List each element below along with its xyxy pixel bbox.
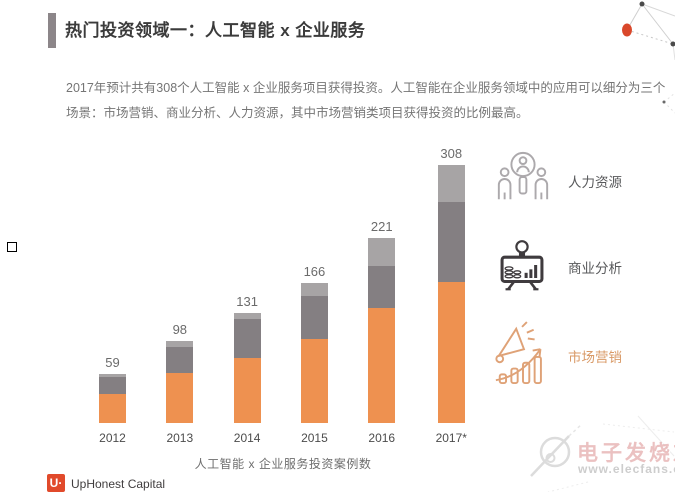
legend-label-analytics: 商业分析 [568,261,622,276]
bar-stack [437,165,465,423]
intro-line-1: 2017年预计共有308个人工智能 x 企业服务项目获得投资。人工智能在企业服务… [66,81,666,95]
bar-group: 98 2013 [166,138,194,447]
analytics-monitor-icon [496,234,548,301]
uphonest-logo-glyph: U· [49,476,63,490]
bar-segment-市场营销 [166,373,194,423]
watermark-url: www.elecfans.com [578,462,675,476]
bar-segment-市场营销 [233,358,261,423]
bar-group: 59 2012 [99,138,126,447]
bar-segment-人力资源 [300,283,328,296]
bar-segment-商业分析 [437,202,465,282]
bar-segment-人力资源 [166,341,194,347]
network-decoration-icon [622,1,675,114]
bar-total-label: 221 [370,219,393,234]
bar-stack [368,238,396,423]
bar-segment-市场营销 [368,308,396,423]
marketing-megaphone-icon [492,320,554,393]
bar-total-label: 166 [303,264,326,279]
brand-name: UpHonest Capital [71,477,166,491]
bar-total-label: 98 [172,322,188,337]
legend-item-hr: 人力资源 [494,145,622,217]
bar-group: 166 2015 [300,138,328,447]
bar-segment-市场营销 [300,339,328,423]
x-axis-tick-label: 2013 [166,431,194,445]
bar-segment-商业分析 [300,296,328,339]
x-axis-tick-label: 2015 [301,431,328,445]
intro-paragraph: 2017年预计共有308个人工智能 x 企业服务项目获得投资。人工智能在企业服务… [66,76,666,126]
legend-item-analytics: 商业分析 [496,235,622,299]
hr-people-search-icon [494,148,552,215]
legend-item-marketing: 市场营销 [492,320,622,392]
bar-segment-商业分析 [99,377,126,394]
uphonest-logo: U· [47,474,65,492]
bar-group: 308 2017* [436,138,467,447]
bar-segment-市场营销 [99,394,126,423]
bar-total-label: 59 [105,355,120,370]
bar-total-label: 131 [236,294,258,309]
x-axis-tick-label: 2016 [368,431,396,445]
x-axis-tick-label: 2014 [233,431,261,445]
bar-group: 221 2016 [368,138,396,447]
bar-stack [99,374,126,423]
bar-segment-商业分析 [368,266,396,308]
stray-square-artifact [7,242,17,252]
bar-stack [300,283,328,423]
x-axis-tick-label: 2012 [99,431,126,445]
bar-segment-商业分析 [166,347,194,373]
chart-axis-title: 人工智能 x 企业服务投资案例数 [194,457,372,471]
legend-label-marketing: 市场营销 [568,350,622,365]
bar-segment-人力资源 [368,238,396,266]
bar-total-label: 308 [440,146,463,161]
page-title: 热门投资领域一：人工智能 x 企业服务 [65,21,366,40]
x-axis-tick-label: 2017* [435,431,467,445]
bar-segment-人力资源 [233,313,261,319]
watermark-text: 电子发烧友 [577,442,675,465]
bar-chart: 59 2012 98 2013 131 2014 166 2015 221 2016 308 2017… [99,138,467,447]
legend-label-hr: 人力资源 [568,175,622,190]
title-accent-bar [48,13,56,48]
bar-stack [233,313,261,423]
bar-segment-人力资源 [437,165,465,202]
intro-line-2: 场景：市场营销、商业分析、人力资源，其中市场营销类项目获得投资的比例最高。 [66,106,529,120]
bar-group: 131 2014 [233,138,261,447]
bar-stack [166,341,194,423]
bar-segment-商业分析 [233,319,261,358]
bar-segment-人力资源 [99,374,126,377]
bar-segment-市场营销 [437,282,465,423]
elecfans-logo-icon [530,415,675,492]
